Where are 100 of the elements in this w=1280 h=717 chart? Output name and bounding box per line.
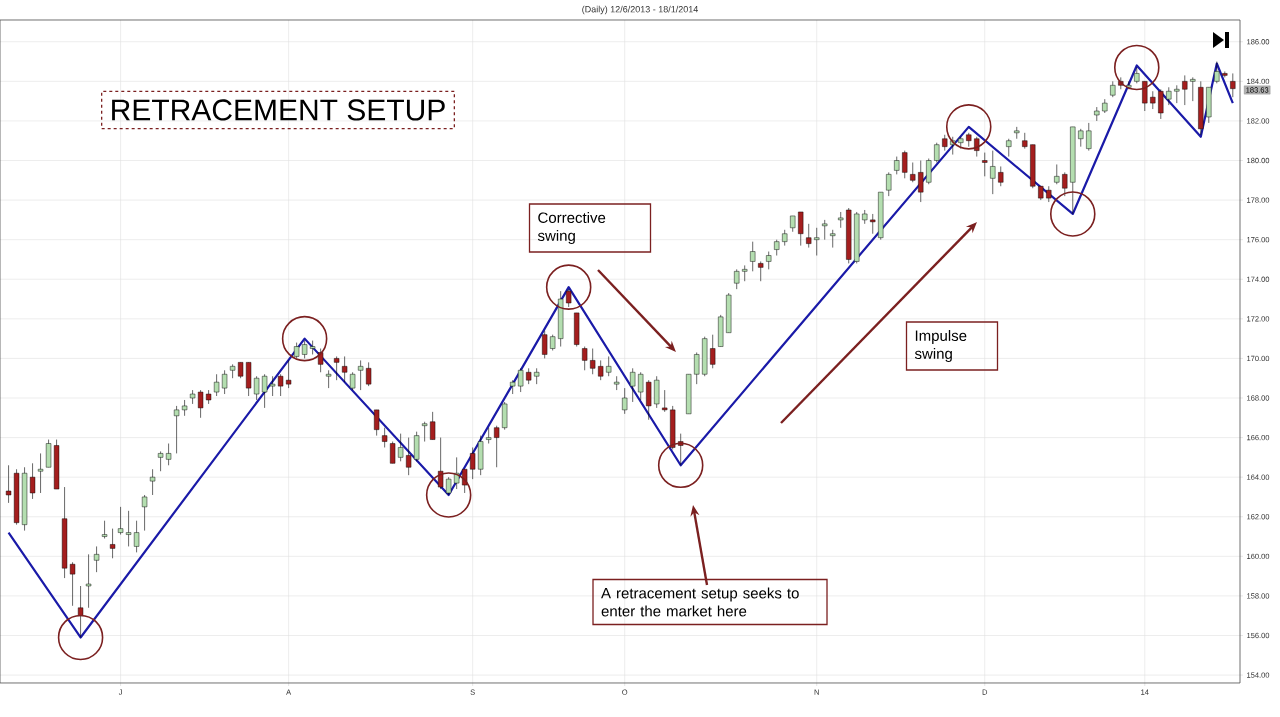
candlestick	[334, 356, 340, 381]
chart-title: (Daily) 12/6/2013 - 18/1/2014	[582, 5, 698, 15]
candlestick	[1054, 164, 1060, 185]
candlestick	[654, 375, 660, 409]
candlestick	[510, 379, 516, 395]
candlestick	[630, 368, 636, 403]
candlestick	[213, 373, 220, 397]
point	[281, 315, 328, 362]
candlestick	[886, 172, 892, 197]
candlestick	[910, 162, 916, 183]
candlestick	[518, 368, 524, 393]
candlestick	[1158, 88, 1164, 120]
candlestick	[438, 437, 444, 490]
candlestick	[766, 251, 772, 270]
line-series	[7, 62, 1234, 639]
candlestick	[277, 373, 284, 397]
candlestick	[486, 427, 492, 444]
candlestick	[374, 409, 380, 436]
candlestick	[189, 389, 196, 405]
candlestick	[149, 468, 156, 496]
candlestick	[926, 158, 932, 185]
candlestick	[125, 510, 132, 547]
candlestick	[990, 150, 996, 195]
candlestick	[1142, 81, 1148, 112]
annotation: Impulse swing	[914, 330, 967, 362]
candlestick	[165, 443, 172, 466]
candlestick	[606, 356, 612, 377]
candlestick	[622, 387, 628, 415]
candlestick	[5, 464, 12, 504]
candlestick	[638, 371, 644, 401]
candlestick	[414, 431, 420, 462]
candlestick	[902, 150, 908, 179]
candlestick	[326, 369, 332, 389]
candlestick	[590, 348, 596, 375]
candlestick	[382, 427, 388, 448]
candlestick	[1006, 138, 1012, 157]
candlestick	[542, 330, 548, 359]
candlestick	[806, 223, 812, 248]
candlestick	[358, 360, 364, 391]
candlestick	[37, 453, 44, 494]
candlestick	[342, 356, 348, 383]
candlestick	[430, 411, 436, 440]
candlestick	[678, 433, 684, 466]
candlestick	[229, 364, 236, 379]
candlestick	[870, 213, 876, 235]
candlestick	[494, 425, 500, 468]
candlestick	[422, 421, 428, 442]
candlestick	[758, 261, 764, 282]
point	[57, 614, 104, 661]
candlestick	[998, 166, 1004, 187]
candlestick	[1230, 73, 1236, 98]
point	[425, 472, 472, 518]
candlestick	[694, 352, 700, 385]
candlestick	[502, 401, 508, 430]
candlestick	[750, 241, 756, 272]
candlestick	[534, 368, 540, 385]
candlestick	[269, 375, 276, 397]
point	[1113, 44, 1160, 91]
annotation: RETRACEMENT SETUP	[112, 99, 445, 121]
candlestick	[109, 528, 116, 559]
candlestick	[157, 451, 164, 472]
candlestick	[582, 346, 588, 371]
annotation: Corrective swing	[537, 212, 606, 244]
candlestick	[85, 554, 92, 609]
candlestick	[1150, 90, 1156, 110]
candlestick	[406, 437, 412, 476]
candlestick	[598, 360, 604, 381]
candlestick	[398, 433, 404, 462]
annotation: A retracement setup seeks to enter the market here	[601, 587, 799, 617]
candlestick	[69, 561, 76, 607]
candlestick	[646, 379, 652, 421]
candlestick	[181, 399, 188, 417]
candlestick	[310, 340, 316, 355]
candlestick	[261, 373, 268, 409]
candlestick	[141, 494, 148, 531]
candlestick	[1182, 75, 1188, 106]
point	[945, 104, 992, 150]
candlestick	[734, 269, 740, 290]
candlestick	[133, 520, 140, 553]
candlestick	[366, 362, 372, 387]
candlestick	[742, 265, 748, 282]
candlestick	[101, 520, 108, 539]
candlestick	[45, 439, 52, 468]
candlestick	[798, 211, 804, 246]
candlestick	[822, 219, 828, 240]
point	[1049, 191, 1096, 237]
candlestick	[93, 546, 100, 573]
candlestick	[662, 389, 668, 413]
candlestick	[197, 389, 204, 419]
candlestick	[918, 160, 924, 203]
candlestick	[77, 585, 84, 638]
candlestick	[285, 360, 292, 389]
candlestick	[1094, 106, 1100, 122]
candlestick	[221, 369, 228, 395]
point	[657, 442, 704, 489]
candlestick	[830, 229, 836, 248]
candlestick	[1214, 61, 1220, 84]
candlestick	[1014, 126, 1020, 140]
candlestick	[838, 211, 844, 229]
candlestick	[974, 136, 980, 157]
